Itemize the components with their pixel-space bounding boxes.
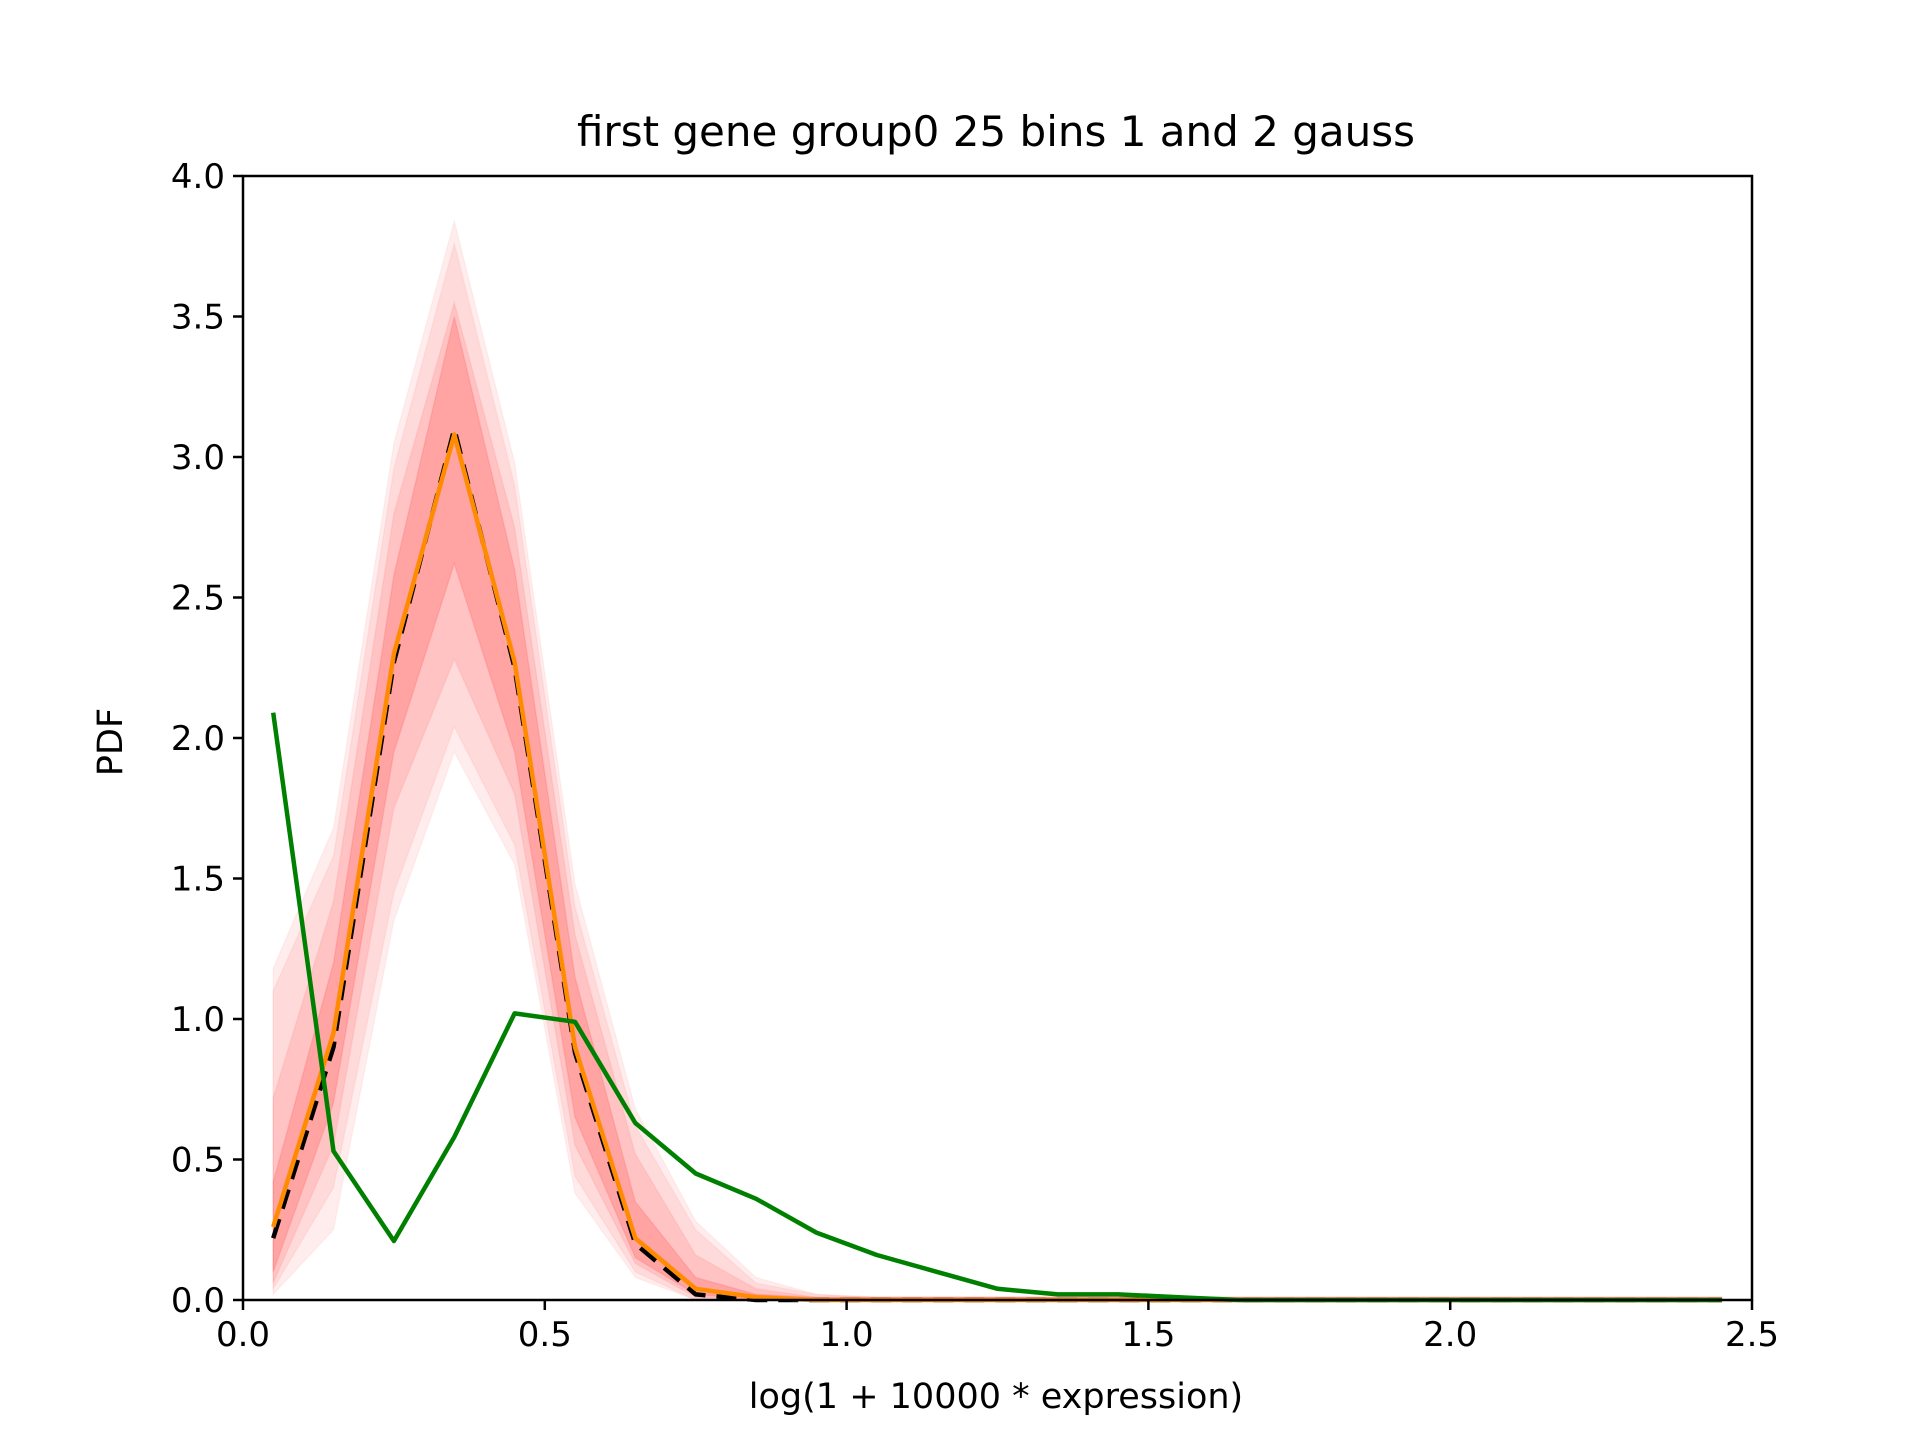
y-tick-label: 0.0: [171, 1281, 225, 1321]
x-axis-ticks: 0.0 0.5 1.0 1.5 2.0 2.5: [216, 1300, 1779, 1355]
x-tick-label: 1.5: [1121, 1315, 1175, 1355]
x-tick-label: 0.0: [216, 1315, 270, 1355]
x-axis-label: log(1 + 10000 * expression): [749, 1377, 1243, 1417]
x-tick-label: 0.5: [518, 1315, 572, 1355]
y-tick-label: 2.5: [171, 579, 225, 619]
y-axis-ticks: 0.0 0.5 1.0 1.5 2.0 2.5 3.0 3.5 4.0: [171, 157, 243, 1321]
y-tick-label: 2.0: [171, 719, 225, 759]
y-tick-label: 4.0: [171, 157, 225, 197]
x-tick-label: 1.0: [820, 1315, 874, 1355]
x-tick-label: 2.0: [1423, 1315, 1477, 1355]
y-tick-label: 0.5: [171, 1141, 225, 1181]
chart-title: first gene group0 25 bins 1 and 2 gauss: [577, 107, 1415, 156]
y-tick-label: 3.5: [171, 298, 225, 338]
y-axis-label: PDF: [91, 708, 131, 776]
y-tick-label: 1.0: [171, 1000, 225, 1040]
y-tick-label: 3.0: [171, 438, 225, 478]
y-tick-label: 1.5: [171, 860, 225, 900]
x-tick-label: 2.5: [1725, 1315, 1779, 1355]
